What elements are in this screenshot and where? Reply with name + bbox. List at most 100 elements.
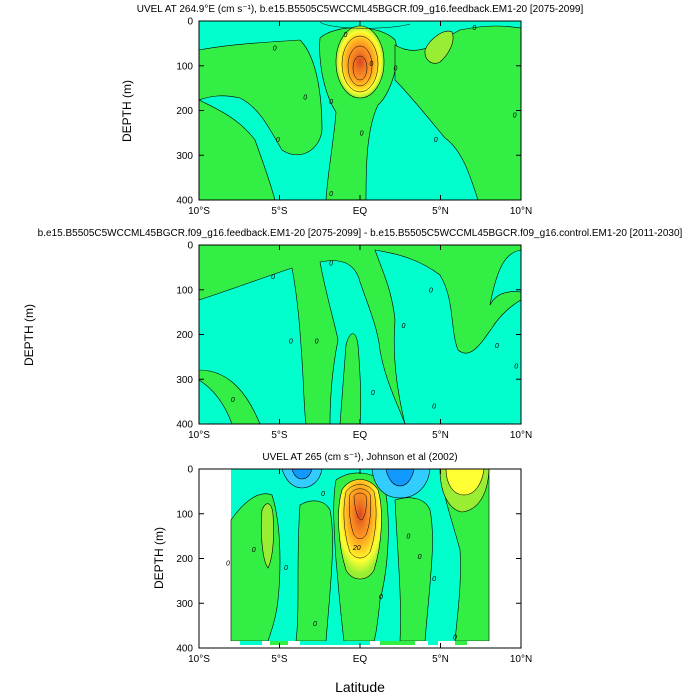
- bot-contour-3: [353, 492, 367, 521]
- x-tick-label: EQ: [353, 430, 368, 441]
- contour-label: 0: [418, 554, 422, 561]
- top-region-west-green: [199, 39, 323, 155]
- contour-label: 0: [406, 534, 410, 541]
- y-tick-label: 200: [176, 554, 193, 565]
- x-tick-label: 10°N: [510, 654, 532, 665]
- bot-region-west-lime: [260, 503, 274, 569]
- contour-label: 0: [231, 397, 235, 404]
- contour-label: 0: [329, 99, 333, 106]
- y-tick-label: 400: [176, 644, 193, 655]
- contour-label: 0: [289, 339, 293, 346]
- contour-label: 0: [513, 112, 517, 119]
- x-tick-label: 5°S: [271, 430, 288, 441]
- bot-missing-patch-6: [455, 641, 467, 645]
- panel-bottom-xlabel: Latitude: [335, 679, 385, 695]
- x-tick-label: 5°N: [432, 654, 449, 665]
- contour-label: 0: [321, 491, 325, 498]
- bot-missing-patch-1: [240, 641, 262, 645]
- contour-label: 0: [284, 565, 288, 572]
- mid-region-east-patch: [489, 249, 521, 306]
- x-tick-label: 5°N: [432, 430, 449, 441]
- y-tick-label: 300: [176, 599, 193, 610]
- panel-bottom-title: UVEL AT 265 (cm s⁻¹), Johnson et al (200…: [262, 452, 457, 463]
- panel-top-axes: 10°S 5°S EQ 5°N 10°N 0 100 200 300 400: [176, 17, 532, 218]
- bot-region-east-green: [394, 497, 433, 642]
- panel-top: UVEL AT 264.9°E (cm s⁻¹), b.e15.B5505C5W…: [120, 4, 583, 217]
- panel-bottom-ylabel: DEPTH (m): [152, 527, 166, 589]
- bot-missing-patch-3: [300, 641, 370, 645]
- top-region-east-lime: [424, 30, 454, 64]
- x-tick-label: 10°N: [510, 430, 532, 441]
- contour-label: 0: [226, 560, 230, 567]
- contour-label: 0: [472, 25, 476, 32]
- top-contour-3: [352, 55, 368, 81]
- panel-bottom-field: 20 0 0 0 0 0 0 0 0 0 0: [199, 469, 521, 648]
- contour-label: 0: [432, 404, 436, 411]
- bot-contour-2: [348, 488, 372, 539]
- y-tick-label: 100: [176, 285, 193, 296]
- y-tick-label: 300: [176, 375, 193, 386]
- y-tick-label: 100: [176, 61, 193, 72]
- top-contour-surface: [319, 21, 411, 29]
- contour-label: 0: [371, 390, 375, 397]
- panel-bottom: UVEL AT 265 (cm s⁻¹), Johnson et al (200…: [152, 452, 532, 695]
- panel-middle-axes: 10°S 5°S EQ 5°N 10°N 0 100 200 300 400: [176, 241, 532, 442]
- x-tick-label: 5°S: [271, 206, 288, 217]
- bot-missing-patch-4: [380, 641, 415, 645]
- contour-label: 0: [344, 32, 348, 39]
- contour-label: 0: [495, 343, 499, 350]
- y-tick-label: 300: [176, 151, 193, 162]
- bot-contour-1: [343, 484, 377, 559]
- panel-top-ylabel: DEPTH (m): [120, 80, 134, 142]
- y-tick-label: 200: [176, 330, 193, 341]
- contour-label: 0: [360, 130, 364, 137]
- x-tick-label: 10°N: [510, 206, 532, 217]
- panel-middle: b.e15.B5505C5WCCML45BGCR.f09_g16.feedbac…: [22, 228, 683, 441]
- top-region-west-lower: [199, 99, 276, 200]
- bot-region-blue-west-core: [291, 469, 313, 480]
- y-tick-label: 0: [187, 465, 193, 476]
- contour-label: 0: [313, 621, 317, 628]
- mid-region-west-cyan: [199, 267, 307, 424]
- contour-label: 0: [329, 191, 333, 198]
- bot-region-mid-green: [295, 500, 333, 642]
- bot-region-far-east-green: [439, 469, 490, 642]
- contour-label: 0: [369, 61, 373, 68]
- x-tick-label: 10°S: [188, 430, 210, 441]
- x-tick-label: EQ: [353, 206, 368, 217]
- panel-middle-field: 0 0 0 0 0 0 0 0 0 0 0: [199, 245, 521, 424]
- top-contour-1: [341, 35, 379, 93]
- contour-label: 0: [276, 137, 280, 144]
- x-tick-label: 5°S: [271, 654, 288, 665]
- mid-region-southwest-cyan: [199, 379, 233, 424]
- bot-region-blue-core: [385, 469, 415, 487]
- contour-label: 0: [402, 323, 406, 330]
- contour-label: 0: [429, 287, 433, 294]
- contour-label: 0: [514, 363, 518, 370]
- contour-label: 0: [315, 339, 319, 346]
- y-tick-label: 200: [176, 106, 193, 117]
- contour-label: 0: [303, 95, 307, 102]
- contour-label: 0: [379, 594, 383, 601]
- panel-top-field: 0 0 0 0 0 0 0 0 0 0 0 0: [199, 21, 521, 200]
- mid-region-center-green: [339, 333, 362, 424]
- y-tick-label: 0: [187, 241, 193, 252]
- panel-middle-title: b.e15.B5505C5WCCML45BGCR.f09_g16.feedbac…: [38, 228, 683, 239]
- y-tick-label: 0: [187, 17, 193, 28]
- y-tick-label: 100: [176, 509, 193, 520]
- x-tick-label: 10°S: [188, 654, 210, 665]
- contour-label: 0: [329, 260, 333, 267]
- y-tick-label: 400: [176, 420, 193, 431]
- bot-missing-patch-5: [428, 641, 438, 645]
- contour-label: 20: [352, 545, 361, 552]
- x-tick-label: 5°N: [432, 206, 449, 217]
- y-tick-label: 400: [176, 196, 193, 207]
- contour-label: 0: [271, 274, 275, 281]
- top-contour-2: [347, 45, 373, 87]
- contour-label: 0: [273, 45, 277, 52]
- contour-label: 0: [252, 547, 256, 554]
- mid-region-center-cyan: [319, 260, 406, 424]
- contour-label: 0: [453, 634, 457, 641]
- panel-middle-ylabel: DEPTH (m): [22, 304, 36, 366]
